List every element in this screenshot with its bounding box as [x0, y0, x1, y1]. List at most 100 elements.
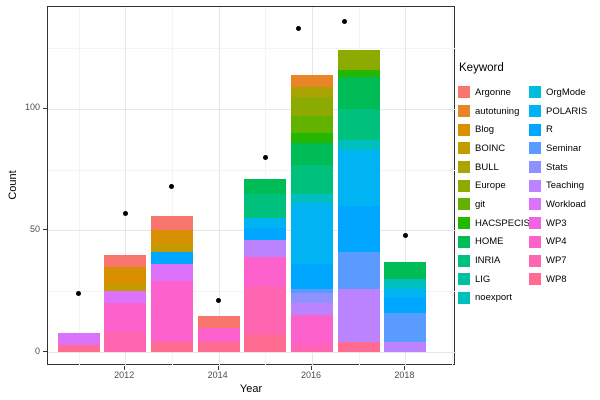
- legend-item-WP4: WP4: [529, 233, 599, 252]
- bar-segment-Blog: [150, 230, 193, 243]
- gridline-major-x: [218, 7, 220, 366]
- legend-key-swatch: [458, 161, 470, 174]
- legend-item-label: Teaching: [546, 180, 585, 192]
- legend-item-BOINC: BOINC: [458, 139, 529, 158]
- bar-segment-POLARIS: [337, 150, 380, 206]
- bar-segment-Seminar: [337, 252, 380, 289]
- legend-item-label: INRIA: [475, 255, 501, 267]
- bar-segment-INRIA: [244, 193, 287, 219]
- legend-item-Argonne: Argonne: [458, 83, 529, 102]
- legend-item-label: POLARIS: [546, 105, 588, 117]
- legend-item-Workload: Workload: [529, 195, 599, 214]
- bar-segment-HOME: [384, 261, 427, 279]
- legend-item-label: WP8: [546, 273, 567, 285]
- legend-key-swatch: [458, 235, 470, 248]
- plot-panel: [47, 6, 456, 366]
- bar-segment-R: [244, 227, 287, 241]
- legend-key-swatch: [458, 123, 470, 136]
- bar-segment-WP4: [150, 281, 193, 343]
- legend-item-label: Argonne: [475, 86, 511, 98]
- data-point-2014: [216, 298, 222, 304]
- bar-2015: [244, 179, 287, 352]
- legend-item-label: WP4: [546, 236, 567, 248]
- bar-segment-Workload: [104, 291, 147, 304]
- legend-key-swatch: [529, 105, 541, 118]
- bar-segment-git: [291, 115, 333, 133]
- y-tick: [43, 351, 47, 352]
- data-point-2015: [262, 154, 268, 160]
- legend-key-swatch: [458, 142, 470, 155]
- bar-segment-HOME: [291, 142, 333, 165]
- legend-item-label: LIG: [475, 273, 491, 285]
- legend-key-swatch: [529, 123, 541, 136]
- bar-segment-WP8: [337, 342, 380, 352]
- legend-columns: Argonne autotuning Blog BOINC BULL Europe git H…: [458, 83, 600, 307]
- legend-item-POLARIS: POLARIS: [529, 102, 599, 121]
- bar-segment-WP8: [57, 344, 100, 352]
- legend-item-label: OrgMode: [546, 86, 586, 98]
- x-tick: [311, 366, 312, 370]
- legend-item-HACSPECIS: HACSPECIS: [458, 214, 530, 233]
- bar-segment-WP4: [197, 327, 240, 343]
- bar-segment-POLARIS: [384, 288, 427, 299]
- legend-item-Europe: Europe: [458, 176, 529, 195]
- bar-segment-HACSPECIS: [291, 132, 333, 143]
- legend-item-noexport: noexport: [458, 289, 529, 308]
- legend-item-autotuning: autotuning: [458, 102, 529, 121]
- legend-key-swatch: [458, 179, 470, 192]
- y-tick-label: 0: [34, 345, 40, 356]
- bar-segment-INRIA: [337, 108, 380, 141]
- bar-segment-autotuning: [291, 74, 333, 87]
- bar-segment-R: [150, 252, 193, 265]
- y-tick: [43, 229, 47, 231]
- bar-segment-Argonne: [150, 215, 193, 231]
- legend-item-label: BOINC: [475, 142, 506, 154]
- gridline-minor-y: [48, 169, 456, 171]
- bar-segment-Blog: [104, 266, 147, 284]
- bar-segment-WP4: [104, 303, 147, 333]
- legend-key-swatch: [458, 273, 470, 286]
- bar-segment-Argonne: [104, 254, 147, 267]
- bar-segment-Europe: [337, 50, 380, 70]
- legend-title: Keyword: [459, 62, 504, 74]
- bar-segment-WP8: [244, 334, 287, 352]
- bar-segment-INRIA: [291, 164, 333, 194]
- legend-key-swatch: [529, 86, 541, 99]
- legend-key-swatch: [458, 217, 470, 230]
- x-tick: [217, 366, 219, 370]
- gridline-major-x: [405, 7, 407, 366]
- data-point-2013: [169, 184, 175, 190]
- legend-key-swatch: [529, 142, 541, 155]
- gridline-minor-y: [48, 47, 456, 49]
- bar-segment-Teaching: [291, 303, 333, 316]
- bar-2012: [104, 254, 147, 352]
- legend: Keyword Argonne autotuning Blog BOINC BULL Eu…: [458, 62, 600, 307]
- bar-segment-WP4: [244, 257, 287, 287]
- data-point-2016: [295, 25, 301, 31]
- legend-item-OrgMode: OrgMode: [529, 83, 599, 102]
- bar-segment-R: [337, 205, 380, 253]
- legend-item-label: WP3: [546, 217, 567, 229]
- bar-segment-R: [384, 298, 427, 314]
- legend-item-label: Blog: [475, 124, 495, 136]
- bar-segment-Stats: [291, 293, 333, 304]
- legend-item-WP3: WP3: [529, 214, 599, 233]
- bar-segment-WP4: [291, 315, 333, 345]
- legend-key-swatch: [529, 273, 541, 286]
- gridline-minor-x: [78, 7, 80, 366]
- legend-item-Seminar: Seminar: [529, 139, 599, 158]
- bar-segment-BOINC: [104, 283, 147, 292]
- bar-segment-noexport: [337, 140, 380, 151]
- bar-segment-WP8: [150, 342, 193, 352]
- legend-item-R: R: [529, 120, 599, 139]
- legend-item-label: git: [475, 198, 486, 210]
- bar-2018: [384, 261, 427, 352]
- x-tick: [124, 366, 126, 370]
- data-point-2011: [76, 291, 81, 297]
- x-tick: [404, 366, 406, 370]
- legend-key-swatch: [529, 198, 541, 211]
- y-tick-label: 100: [24, 102, 40, 113]
- gridline-major-y: [48, 352, 456, 353]
- legend-item-label: Workload: [546, 198, 586, 210]
